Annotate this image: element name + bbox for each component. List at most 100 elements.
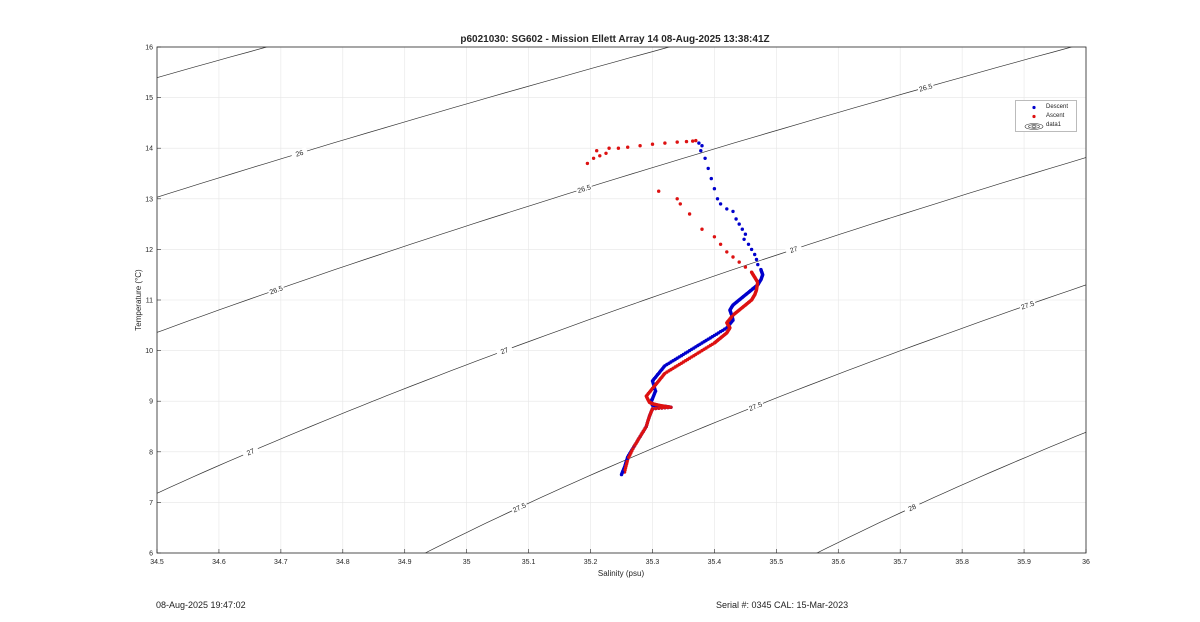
legend-label-ascent: Ascent xyxy=(1046,113,1065,119)
data-layer xyxy=(585,138,765,477)
x-tick-label: 34.6 xyxy=(212,559,226,566)
contour-label: 27 xyxy=(246,448,256,458)
ascent-point xyxy=(675,140,679,144)
ascent-point xyxy=(712,235,717,239)
ascent-point xyxy=(713,340,718,344)
legend-label-descent: Descent xyxy=(1046,104,1069,110)
legend-item-ascent: Ascent xyxy=(1016,112,1076,121)
ascent-point xyxy=(658,378,662,382)
contour-label-bg xyxy=(241,444,260,459)
contour-label: 27 xyxy=(789,246,799,255)
ascent-point xyxy=(737,260,741,264)
ascent-point xyxy=(595,149,599,153)
density-contour-line xyxy=(157,47,671,198)
contour-label-bg xyxy=(916,81,935,94)
ascent-point xyxy=(651,385,656,389)
x-tick-label: 35.5 xyxy=(770,559,784,566)
ascent-point xyxy=(607,146,611,150)
ascent-point xyxy=(591,156,596,160)
x-tick-label: 36 xyxy=(1082,559,1090,566)
contour-label-bg xyxy=(510,500,529,515)
y-tick-label: 10 xyxy=(145,348,153,355)
ascent-point xyxy=(691,139,695,143)
y-tick-label: 13 xyxy=(145,196,153,203)
legend: Descent Ascent data1 xyxy=(1015,100,1077,132)
x-tick-label: 35.4 xyxy=(708,559,722,566)
contour-label: 26.5 xyxy=(918,83,933,93)
y-tick-label: 16 xyxy=(145,45,153,52)
ascent-point xyxy=(616,146,621,150)
ascent-point xyxy=(687,212,692,216)
descent-point xyxy=(658,370,662,374)
descent-point xyxy=(754,257,759,262)
y-tick-label: 14 xyxy=(145,146,153,153)
ascent-point xyxy=(604,151,608,155)
descent-point xyxy=(700,144,704,148)
ascent-point xyxy=(623,468,627,472)
footer-date: 08-Aug-2025 19:47:02 xyxy=(156,600,246,610)
ascent-point xyxy=(665,370,669,374)
ascent-point xyxy=(657,406,661,410)
legend-label-data1: data1 xyxy=(1046,122,1062,128)
y-tick-label: 7 xyxy=(149,500,153,507)
y-tick-label: 11 xyxy=(146,298,153,305)
ascent-point xyxy=(639,433,643,437)
y-tick-label: 9 xyxy=(149,399,153,406)
descent-point xyxy=(734,217,738,221)
descent-point xyxy=(665,362,669,367)
y-tick-label: 12 xyxy=(145,247,153,254)
ascent-point xyxy=(657,189,661,193)
grid-layer xyxy=(156,46,1087,554)
contour-label-bg xyxy=(903,500,922,515)
contour-label: 27.5 xyxy=(1020,300,1035,311)
descent-point xyxy=(743,232,748,236)
contour-label-bg xyxy=(784,243,803,256)
ascent-point xyxy=(650,142,655,146)
tick-layer: 34.5 34.6 34.7 34.8 34.9 35 35.1 35.2 35.3 35.4 35… xyxy=(145,45,1090,567)
ascent-point xyxy=(666,405,670,410)
ascent-point xyxy=(732,312,736,316)
descent-point xyxy=(718,202,723,206)
x-tick-label: 34.5 xyxy=(150,559,164,566)
ascent-point xyxy=(638,144,642,148)
legend-descent-marker xyxy=(1032,105,1036,110)
y-tick-label: 6 xyxy=(149,551,153,558)
contour-label-bg xyxy=(1018,298,1037,312)
legend-item-data1: data1 xyxy=(1016,121,1076,130)
descent-point xyxy=(712,187,717,191)
ascent-point xyxy=(675,197,679,201)
ascent-point xyxy=(694,138,698,143)
density-contour-line xyxy=(816,431,1086,553)
density-contour-line xyxy=(157,47,1073,333)
descent-point xyxy=(677,355,681,359)
ascent-point xyxy=(718,242,723,246)
legend-contour-icon xyxy=(1024,123,1044,130)
ascent-point xyxy=(684,139,689,144)
descent-point xyxy=(740,227,744,231)
descent-point xyxy=(703,156,707,160)
ascent-point xyxy=(731,255,735,259)
ascent-point xyxy=(700,227,704,231)
contour-label: 26.5 xyxy=(577,184,592,195)
ascent-point xyxy=(585,161,590,166)
ascent-point xyxy=(626,145,630,149)
chart-title: p6021030: SG602 - Mission Ellett Array 1… xyxy=(460,34,769,45)
x-tick-label: 34.8 xyxy=(336,559,350,566)
descent-point xyxy=(714,332,719,336)
descent-point xyxy=(731,209,735,214)
ascent-point xyxy=(653,406,658,411)
descent-point xyxy=(746,242,751,246)
descent-point xyxy=(742,237,746,241)
y-tick-label: 15 xyxy=(145,95,153,102)
descent-point xyxy=(756,262,760,267)
descent-point xyxy=(690,347,694,351)
contour-label: 27.5 xyxy=(748,401,763,413)
ascent-point xyxy=(725,250,729,254)
descent-point xyxy=(699,149,703,153)
x-tick-label: 35.8 xyxy=(955,559,969,566)
contour-label: 27.5 xyxy=(512,502,527,514)
descent-point xyxy=(697,141,701,145)
contour-label: 27 xyxy=(500,347,510,356)
ascent-point xyxy=(633,443,637,447)
